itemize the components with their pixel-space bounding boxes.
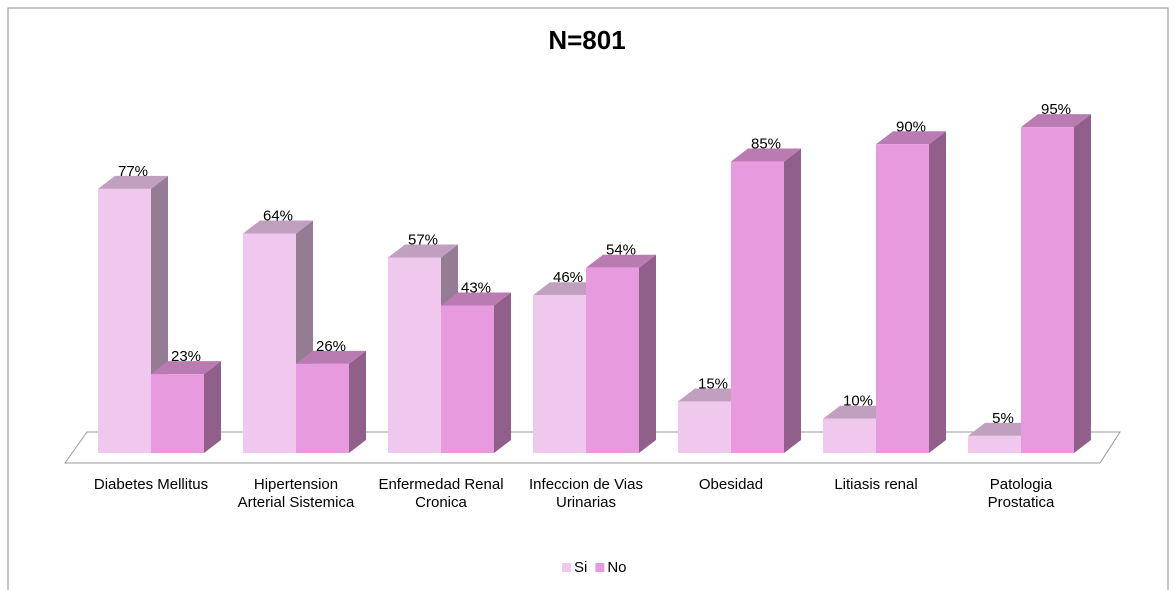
bar — [296, 350, 366, 453]
bar-front — [296, 363, 349, 453]
bar — [876, 131, 946, 454]
bar-top — [98, 175, 168, 189]
value-label: 10% — [843, 393, 873, 410]
value-label: 26% — [316, 338, 346, 355]
bar-front — [151, 374, 204, 453]
bar-top — [586, 254, 656, 268]
x-tick-label: Obesidad — [698, 476, 764, 493]
bar-front — [678, 401, 731, 453]
bar-top — [441, 292, 511, 306]
bar — [243, 220, 313, 453]
bar-front — [441, 305, 494, 453]
chart-border — [7, 7, 1169, 590]
x-tick-label: Enfermedad Renal Cronica — [378, 476, 504, 511]
bar-front — [586, 267, 639, 453]
bar-top — [1021, 114, 1091, 128]
x-tick-label: Hipertension Arterial Sistemica — [237, 476, 355, 511]
bar-front — [1021, 127, 1074, 454]
bar-side — [204, 361, 221, 453]
bar-front — [876, 144, 929, 454]
bar-top — [968, 422, 1038, 436]
legend-swatch — [595, 563, 605, 572]
bar — [586, 254, 656, 453]
bar-top — [243, 220, 313, 234]
legend-swatch — [562, 563, 571, 572]
legend-label: No — [607, 559, 626, 576]
chart-title: N=801 — [548, 25, 625, 55]
bar-side — [494, 292, 511, 453]
value-label: 85% — [751, 135, 781, 152]
x-tick-label: Patologia Prostatica — [987, 476, 1055, 511]
bar-top — [151, 361, 221, 375]
bar-front — [968, 435, 1021, 453]
bar — [1021, 114, 1091, 454]
bar-top — [731, 148, 801, 162]
bar-top — [876, 131, 946, 145]
bar-front — [533, 295, 586, 453]
bar-top — [823, 405, 893, 419]
bar-side — [1074, 114, 1091, 454]
bar-top — [388, 244, 458, 258]
bar-top — [678, 388, 748, 402]
value-label: 23% — [171, 348, 201, 365]
value-label: 57% — [408, 231, 438, 248]
bar-side — [639, 254, 656, 453]
bar-front — [243, 233, 296, 453]
value-label: 54% — [606, 242, 636, 259]
x-tick-label: Litiasis renal — [834, 476, 918, 493]
bar-top — [533, 282, 603, 296]
value-label: 90% — [896, 118, 926, 135]
value-label: 43% — [461, 279, 491, 296]
bar — [151, 361, 221, 453]
bar-top — [296, 350, 366, 364]
bar-front — [388, 257, 441, 453]
bar-side — [349, 350, 366, 453]
bar-front — [823, 418, 876, 453]
bar — [731, 148, 801, 453]
value-label: 95% — [1041, 101, 1071, 118]
x-tick-label: Diabetes Mellitus — [93, 476, 209, 493]
bar-side — [929, 131, 946, 454]
bar-front — [98, 188, 151, 453]
bar-side — [784, 148, 801, 453]
bar — [441, 292, 511, 453]
legend-label: Si — [574, 559, 587, 576]
bar-front — [731, 161, 784, 453]
value-label: 77% — [118, 163, 148, 180]
x-tick-label: Infeccion de Vias Urinarias — [529, 476, 643, 511]
value-label: 46% — [553, 269, 583, 286]
value-label: 15% — [698, 376, 728, 393]
value-label: 5% — [992, 410, 1014, 427]
value-label: 64% — [263, 207, 293, 224]
bar — [98, 175, 168, 453]
